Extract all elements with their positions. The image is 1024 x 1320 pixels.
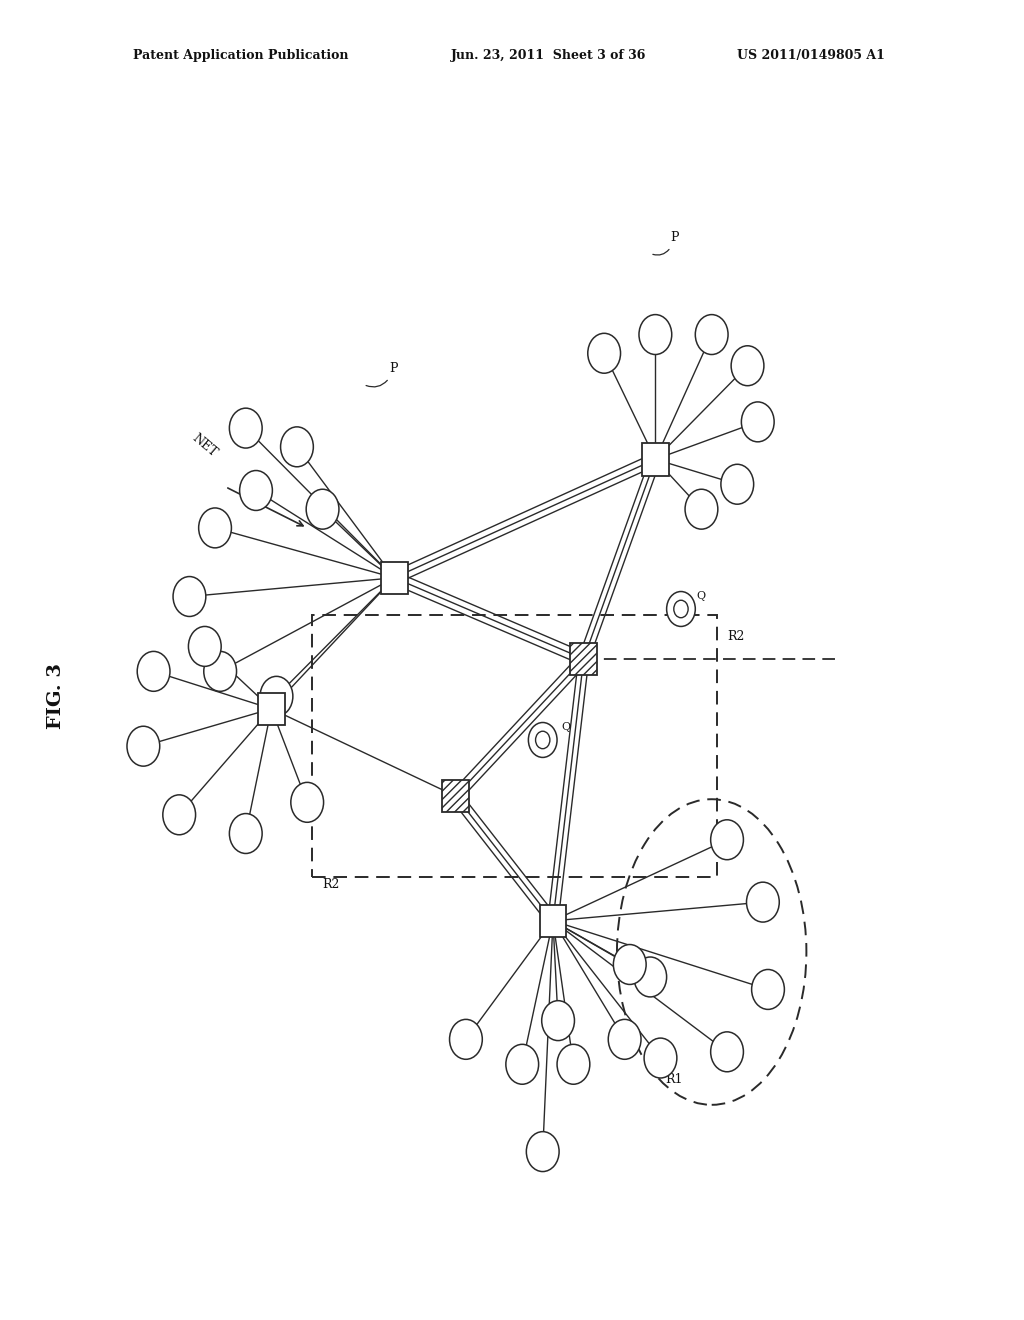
Text: P: P (389, 362, 397, 375)
Circle shape (644, 1038, 677, 1078)
Bar (570, 643, 597, 675)
Text: P: P (671, 231, 679, 244)
Circle shape (711, 820, 743, 859)
Circle shape (542, 1001, 574, 1040)
Circle shape (260, 676, 293, 717)
Circle shape (685, 490, 718, 529)
Circle shape (667, 591, 695, 627)
Circle shape (229, 408, 262, 447)
Bar (540, 904, 566, 937)
Bar (642, 444, 669, 475)
Circle shape (711, 1032, 743, 1072)
Circle shape (746, 882, 779, 923)
Circle shape (163, 795, 196, 834)
Circle shape (639, 314, 672, 355)
Text: Q: Q (561, 722, 570, 733)
Text: Patent Application Publication: Patent Application Publication (133, 49, 348, 62)
Text: Q: Q (696, 591, 706, 601)
Circle shape (240, 470, 272, 511)
Circle shape (721, 465, 754, 504)
Circle shape (450, 1019, 482, 1059)
Circle shape (752, 969, 784, 1010)
Circle shape (588, 334, 621, 374)
Circle shape (536, 731, 550, 748)
Circle shape (741, 401, 774, 442)
Circle shape (557, 1044, 590, 1084)
Circle shape (528, 722, 557, 758)
Circle shape (137, 651, 170, 692)
Text: R2: R2 (727, 630, 744, 643)
Circle shape (188, 627, 221, 667)
Text: R2: R2 (323, 878, 340, 891)
Circle shape (229, 813, 262, 854)
Circle shape (306, 490, 339, 529)
Circle shape (634, 957, 667, 997)
Text: R1: R1 (666, 1073, 683, 1086)
Text: FIG. 3: FIG. 3 (47, 664, 66, 729)
Circle shape (608, 1019, 641, 1059)
Text: US 2011/0149805 A1: US 2011/0149805 A1 (737, 49, 885, 62)
Bar (381, 561, 408, 594)
Circle shape (173, 577, 206, 616)
Circle shape (731, 346, 764, 385)
Circle shape (281, 426, 313, 467)
Circle shape (506, 1044, 539, 1084)
Circle shape (674, 601, 688, 618)
Circle shape (291, 783, 324, 822)
Circle shape (613, 945, 646, 985)
Circle shape (127, 726, 160, 766)
Circle shape (204, 651, 237, 692)
Text: Jun. 23, 2011  Sheet 3 of 36: Jun. 23, 2011 Sheet 3 of 36 (451, 49, 646, 62)
Text: NET: NET (189, 432, 219, 459)
Circle shape (526, 1131, 559, 1172)
Circle shape (199, 508, 231, 548)
Bar (312, 615, 717, 878)
Bar (258, 693, 285, 725)
Bar (442, 780, 469, 812)
Circle shape (695, 314, 728, 355)
